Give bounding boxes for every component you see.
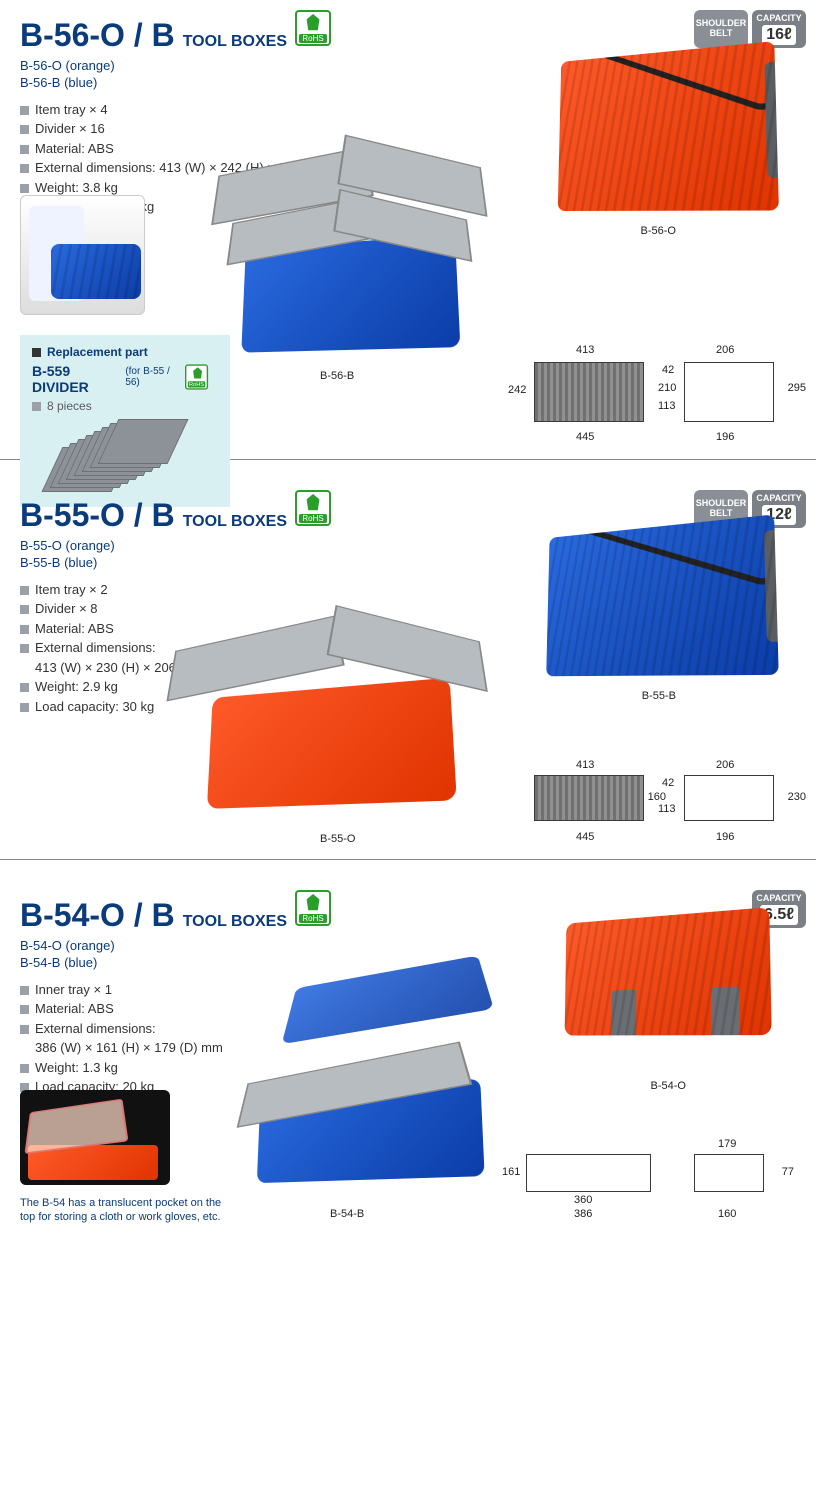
rohs-icon [295,490,331,526]
product-b56: B-56-O / B TOOL BOXES B-56-O (orange) B-… [0,0,816,460]
dimension-drawing-side: 206 42 210 113 295 196 [676,344,796,439]
rohs-icon [295,10,331,46]
title-row: B-56-O / B TOOL BOXES [20,10,796,54]
image-label-blue: B-55-B [642,690,676,702]
image-label-orange: B-54-O [651,1080,686,1092]
dimension-drawing-front: 161 360 386 [516,1140,666,1210]
replacement-sub: (for B-55 / 56) [125,366,181,388]
capacity-label: CAPACITY [756,13,801,23]
product-image-orange [165,575,495,830]
rohs-icon [295,890,331,926]
capacity-label: CAPACITY [756,893,801,903]
product-b54: B-54-O / B TOOL BOXES B-54-O (orange) B-… [0,880,816,1240]
dimension-drawing-side: 206 42 113 230 196 [676,759,796,839]
shoulder-belt-badge: SHOULDER BELT [694,10,748,48]
usage-photo [20,195,145,315]
image-label-orange: B-55-O [320,833,355,845]
dimension-drawing-front: 413 242 445 [526,344,656,439]
product-image-orange [558,41,779,211]
badges: SHOULDER BELT CAPACITY 16ℓ [694,10,806,48]
category: TOOL BOXES [183,513,287,531]
dimension-drawing-side: 179 77 160 [686,1140,786,1210]
product-image-blue [200,110,490,370]
replacement-name: B-559 DIVIDER [32,363,121,395]
product-image-blue [546,514,779,676]
product-image-orange [565,907,772,1035]
image-label-orange: B-56-O [641,225,676,237]
category: TOOL BOXES [183,913,287,931]
dimension-drawing-front: 413 160 445 [526,759,656,839]
model-title: B-54-O / B [20,897,175,934]
category: TOOL BOXES [183,33,287,51]
replacement-title: Replacement part [32,345,218,359]
replacement-qty: 8 pieces [32,399,218,413]
capacity-label: CAPACITY [756,493,801,503]
model-title: B-56-O / B [20,17,175,54]
product-b55: B-55-O / B TOOL BOXES B-55-O (orange) B-… [0,480,816,860]
pocket-note: The B-54 has a translucent pocket on the… [20,1196,230,1225]
model-title: B-55-O / B [20,497,175,534]
lid-pocket-photo [20,1090,170,1185]
product-image-blue [225,940,515,1200]
image-label-blue: B-56-B [320,370,354,382]
image-label-blue: B-54-B [330,1208,364,1220]
